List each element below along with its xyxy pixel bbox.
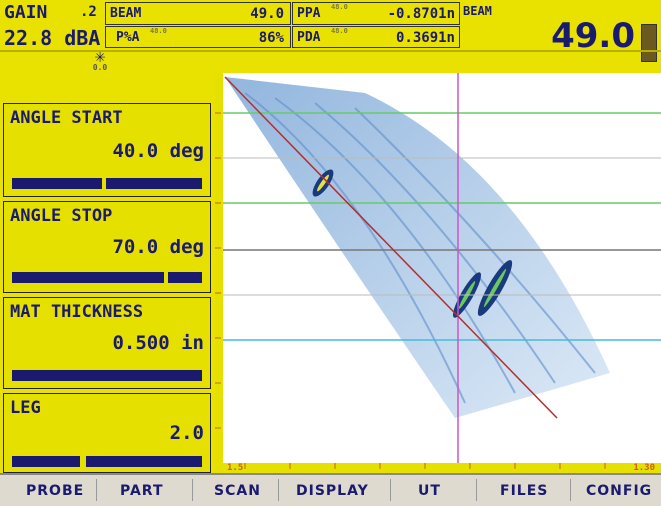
beam-value: 49.0 (250, 6, 284, 22)
beam-big-label: BEAM (463, 4, 492, 18)
indication (483, 268, 507, 308)
pda-readout: PDA 48.0 0.3691n (292, 26, 460, 48)
menu-separator (192, 479, 193, 501)
sector-scan-display[interactable]: 1.5 1.30 (215, 73, 661, 473)
panel-leg[interactable]: LEG 2.0 (3, 393, 211, 473)
beam-large-readout: BEAM 49.0 (461, 2, 661, 72)
ppa-label: PPA (297, 6, 321, 21)
battery-icon (641, 24, 657, 62)
level-bar (12, 272, 164, 283)
sector-fan (225, 77, 610, 418)
star-value: 0.0 (92, 63, 108, 72)
pda-sub: 48.0 (331, 27, 348, 35)
header-readouts: GAIN .2 22.8 dBA BEAM 49.0 P%A 48.0 86% … (0, 0, 661, 73)
panel-mat-thickness[interactable]: MAT THICKNESS 0.500 in (3, 297, 211, 389)
level-bar (12, 456, 80, 467)
gain-step[interactable]: .2 (80, 4, 97, 20)
panel-value: 0.500 in (112, 332, 204, 354)
scale-right-marker: 1.30 (633, 463, 655, 473)
menu-separator (278, 479, 279, 501)
panel-title: ANGLE STOP (10, 206, 113, 226)
level-bar (86, 456, 202, 467)
menu-separator (476, 479, 477, 501)
panel-title: ANGLE START (10, 108, 123, 128)
panel-title: MAT THICKNESS (10, 302, 144, 322)
level-bar (106, 178, 202, 189)
pxa-value: 86% (258, 30, 284, 46)
pda-label: PDA (297, 30, 321, 45)
pda-value: 0.3691n (395, 30, 455, 46)
menu-separator (570, 479, 571, 501)
gain-label: GAIN (4, 2, 48, 23)
panel-value: 2.0 (169, 422, 204, 444)
header-divider (0, 50, 661, 52)
level-bar (12, 178, 102, 189)
sector-scan-image (215, 73, 661, 473)
beam-label: BEAM (110, 6, 142, 21)
indication (317, 174, 329, 192)
bottom-menu-bar: PROBE PART SCAN DISPLAY UT FILES CONFIG (0, 473, 661, 506)
panel-angle-stop[interactable]: ANGLE STOP 70.0 deg (3, 201, 211, 293)
gain-value[interactable]: 22.8 dBA (4, 26, 101, 50)
menu-config[interactable]: CONFIG (586, 483, 653, 499)
parameter-panel: ANGLE START 40.0 deg ANGLE STOP 70.0 deg… (0, 73, 215, 473)
menu-part[interactable]: PART (120, 483, 164, 499)
pxa-readout: P%A 48.0 86% (105, 26, 291, 48)
ppa-value: -0.8701n (387, 6, 455, 22)
level-bar (168, 272, 202, 283)
sun-icon: ✳ (94, 46, 106, 67)
menu-display[interactable]: DISPLAY (296, 483, 369, 499)
menu-separator (96, 479, 97, 501)
ppa-readout: PPA 48.0 -0.8701n (292, 2, 460, 25)
scale-left-marker: 1.5 (227, 463, 244, 473)
ppa-sub: 48.0 (331, 3, 348, 11)
menu-ut[interactable]: UT (418, 483, 441, 499)
panel-title: LEG (10, 398, 41, 418)
menu-files[interactable]: FILES (500, 483, 549, 499)
menu-probe[interactable]: PROBE (26, 483, 85, 499)
panel-value: 70.0 deg (112, 236, 204, 258)
menu-separator (390, 479, 391, 501)
beam-cursor[interactable] (224, 76, 558, 419)
panel-value: 40.0 deg (112, 140, 204, 162)
beam-big-value: 49.0 (551, 16, 635, 56)
pxa-label: P%A (116, 30, 140, 45)
level-bar (12, 370, 202, 381)
beam-readout: BEAM 49.0 (105, 2, 291, 25)
star-indicator: ✳ 0.0 (90, 46, 110, 72)
panel-angle-start[interactable]: ANGLE START 40.0 deg (3, 103, 211, 197)
menu-scan[interactable]: SCAN (214, 483, 261, 499)
vertical-ruler (215, 73, 223, 473)
horizontal-ruler (215, 463, 661, 473)
pxa-sub: 48.0 (150, 27, 167, 35)
